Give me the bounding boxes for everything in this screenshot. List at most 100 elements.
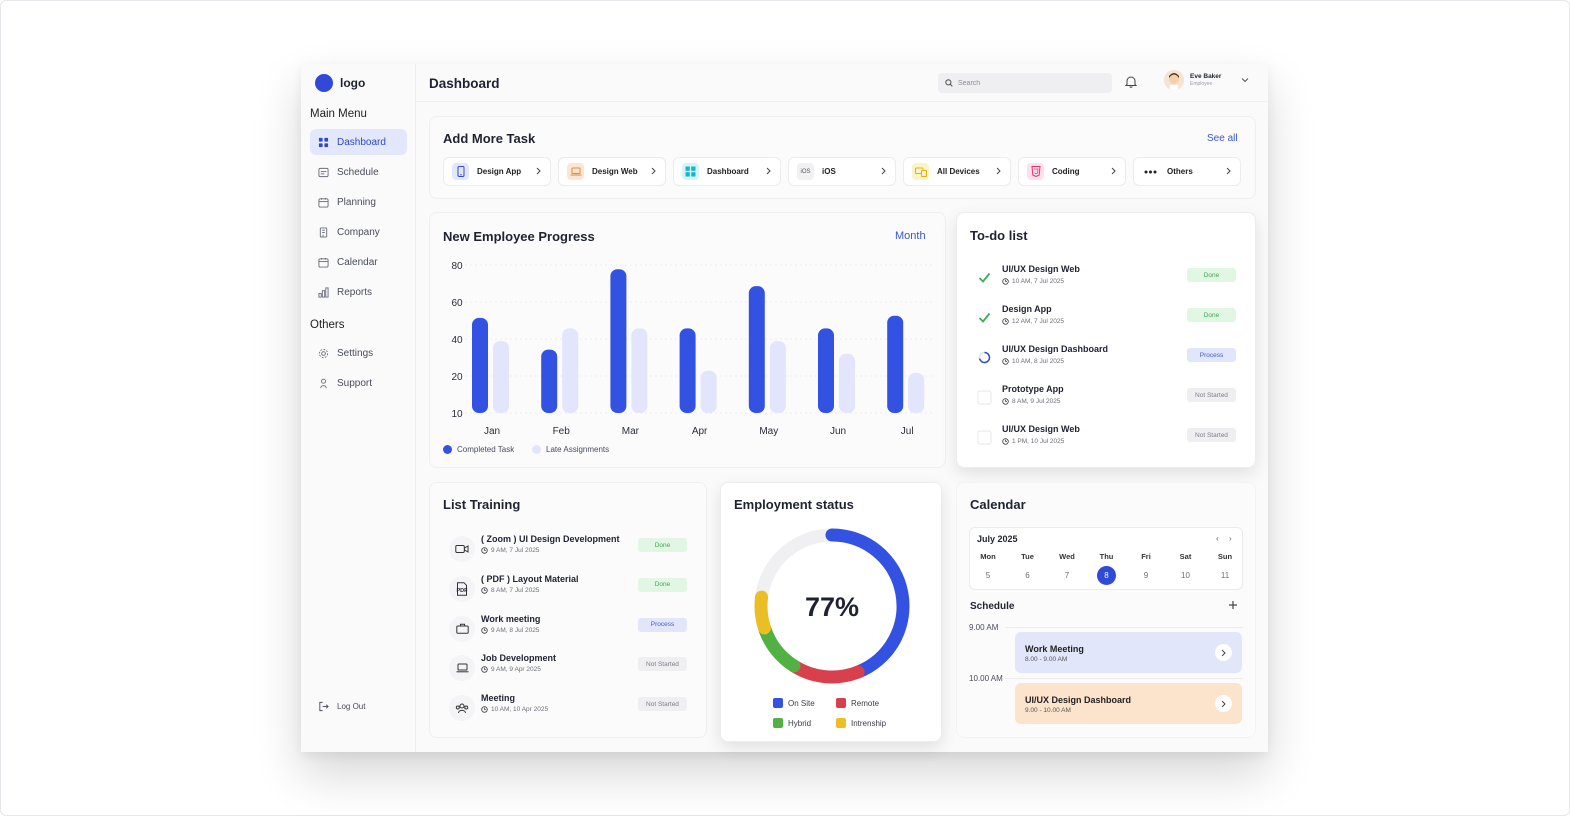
training-time-text: 9 AM, 8 Jul 2025 [491, 626, 540, 634]
company-icon [319, 226, 328, 238]
bar-completed-mar[interactable] [610, 269, 627, 413]
period-selector[interactable]: Month [895, 230, 926, 242]
calendar-day[interactable]: 7 [1064, 571, 1070, 580]
sidebar-item-company[interactable]: Company [310, 219, 407, 245]
todo-time-text: 10 AM, 8 Jul 2025 [1012, 358, 1065, 365]
see-all-link[interactable]: See all [1207, 133, 1238, 144]
task-chip-design-app[interactable]: Design App [443, 157, 551, 186]
todo-item[interactable]: UI/UX Design Web 10 AM, 7 Jul 2025 Done [975, 264, 1237, 298]
add-schedule-button[interactable] [1226, 598, 1240, 617]
y-tick-label: 10 [451, 409, 463, 420]
search-box[interactable] [938, 73, 1112, 93]
logo[interactable]: logo [315, 74, 365, 92]
training-item[interactable]: ( Zoom ) UI Design Development 9 AM, 7 Ju… [449, 534, 689, 568]
empty-checkbox-icon[interactable] [977, 390, 992, 405]
legend-label: On Site [788, 698, 815, 708]
avatar-illustration-icon [1164, 70, 1184, 90]
task-chip-label: Dashboard [707, 167, 749, 176]
user-role: Employee [1190, 81, 1213, 87]
task-chip-others[interactable]: Others [1133, 157, 1241, 186]
logo-text: logo [340, 76, 366, 90]
checkmark-icon[interactable] [977, 270, 992, 285]
briefcase-icon [455, 623, 469, 634]
training-icon [449, 615, 475, 642]
event-open-button[interactable] [1215, 644, 1232, 661]
bar-late-apr[interactable] [700, 370, 717, 413]
bar-completed-jul[interactable] [887, 315, 904, 413]
training-item[interactable]: Job Development 9 AM, 9 Apr 2025 Not Start… [449, 653, 689, 687]
calendar-day[interactable]: 9 [1143, 571, 1149, 580]
task-chip-design-web[interactable]: Design Web [558, 157, 666, 186]
todo-item[interactable]: UI/UX Design Dashboard 10 AM, 8 Jul 2025 P… [975, 344, 1237, 378]
task-chip-ios[interactable]: iOS iOS [788, 157, 896, 186]
bar-completed-feb[interactable] [541, 349, 558, 413]
donut-percent-label: 77% [804, 592, 860, 622]
event-design-dashboard[interactable]: UI/UX Design Dashboard 9.00 - 10.00 AM [1015, 683, 1242, 724]
task-chip-dashboard[interactable]: Dashboard [673, 157, 781, 186]
calendar-month: July 2025 [977, 534, 1018, 544]
sidebar-item-label: Calendar [337, 256, 378, 268]
todo-time: 12 AM, 7 Jul 2025 [1002, 318, 1064, 325]
todo-item[interactable]: Design App 12 AM, 7 Jul 2025 Done [975, 304, 1237, 338]
donut-segment-hybrid[interactable] [757, 621, 801, 673]
clock-icon [481, 547, 488, 554]
sidebar-item-support[interactable]: Support [310, 370, 407, 396]
calendar-day[interactable]: 11 [1220, 571, 1230, 580]
event-work-meeting[interactable]: Work Meeting 8.00 - 9.00 AM [1015, 632, 1242, 673]
task-chip-coding[interactable]: Coding [1018, 157, 1126, 186]
bar-late-may[interactable] [769, 341, 786, 413]
progress-spinner-icon[interactable] [977, 350, 992, 365]
next-week-button[interactable]: › [1229, 534, 1232, 543]
bar-late-jan[interactable] [493, 341, 509, 413]
sidebar-item-label: Dashboard [337, 136, 386, 148]
bar-late-feb[interactable] [562, 328, 579, 413]
todo-time: 10 AM, 8 Jul 2025 [1002, 358, 1064, 365]
calendar-day[interactable]: 6 [1025, 571, 1030, 580]
training-item[interactable]: Work meeting 9 AM, 8 Jul 2025 Process [449, 614, 689, 648]
calendar-day-selected[interactable]: 8 [1097, 566, 1116, 585]
donut-segment-intrenship[interactable] [754, 590, 771, 635]
sidebar-item-settings[interactable]: Settings [310, 340, 407, 366]
x-tick-label: Apr [692, 426, 708, 437]
sidebar-item-planning[interactable]: Planning [310, 189, 407, 215]
sidebar-item-reports[interactable]: Reports [310, 279, 407, 305]
bar-late-jul[interactable] [908, 372, 925, 413]
bar-completed-apr[interactable] [679, 328, 696, 413]
todo-item[interactable]: Prototype App 8 AM, 9 Jul 2025 Not Started [975, 384, 1237, 418]
user-menu[interactable]: Eve Baker Employee [1164, 70, 1249, 90]
bar-completed-jun[interactable] [818, 328, 834, 413]
event-open-button[interactable] [1215, 695, 1232, 712]
donut-segment-on-site[interactable] [825, 528, 910, 679]
bar-completed-may[interactable] [748, 286, 765, 413]
team-icon [455, 703, 469, 713]
status-badge: Not Started [1187, 428, 1236, 442]
sidebar-item-schedule[interactable]: Schedule [310, 159, 407, 185]
weekday-label: Thu [1099, 552, 1114, 561]
page-title: Dashboard [429, 76, 500, 91]
sidebar-item-calendar[interactable]: Calendar [310, 249, 407, 275]
donut-segment-remote[interactable] [787, 659, 865, 684]
todo-title: UI/UX Design Web [1002, 264, 1080, 274]
logout-button[interactable]: Log Out [310, 693, 407, 719]
chevron-down-icon[interactable] [1241, 77, 1249, 83]
todo-item[interactable]: UI/UX Design Web 1 PM, 10 Jul 2025 Not Sta… [975, 424, 1237, 458]
bar-completed-jan[interactable] [472, 317, 488, 413]
sidebar-item-dashboard[interactable]: Dashboard [310, 129, 407, 155]
bar-late-jun[interactable] [839, 353, 855, 413]
calendar-day[interactable]: 10 [1181, 571, 1190, 580]
checkmark-icon[interactable] [977, 310, 992, 325]
task-chip-all-devices[interactable]: All Devices [903, 157, 1011, 186]
training-item[interactable]: PDF ( PDF ) Layout Material 8 AM, 7 Jul 20… [449, 574, 689, 608]
empty-checkbox-icon[interactable] [977, 430, 992, 445]
bar-late-mar[interactable] [631, 328, 648, 413]
notification-button[interactable] [1124, 75, 1138, 93]
todo-title: Design App [1002, 304, 1052, 314]
training-icon [449, 536, 475, 562]
search-input[interactable] [958, 79, 1098, 87]
prev-week-button[interactable]: ‹ [1216, 534, 1219, 543]
training-title: Work meeting [481, 613, 541, 624]
training-icon [449, 695, 475, 722]
training-item[interactable]: Meeting 10 AM, 10 Apr 2025 Not Started [449, 693, 689, 727]
calendar-day[interactable]: 5 [985, 571, 991, 580]
calendar-title: Calendar [970, 497, 1026, 512]
